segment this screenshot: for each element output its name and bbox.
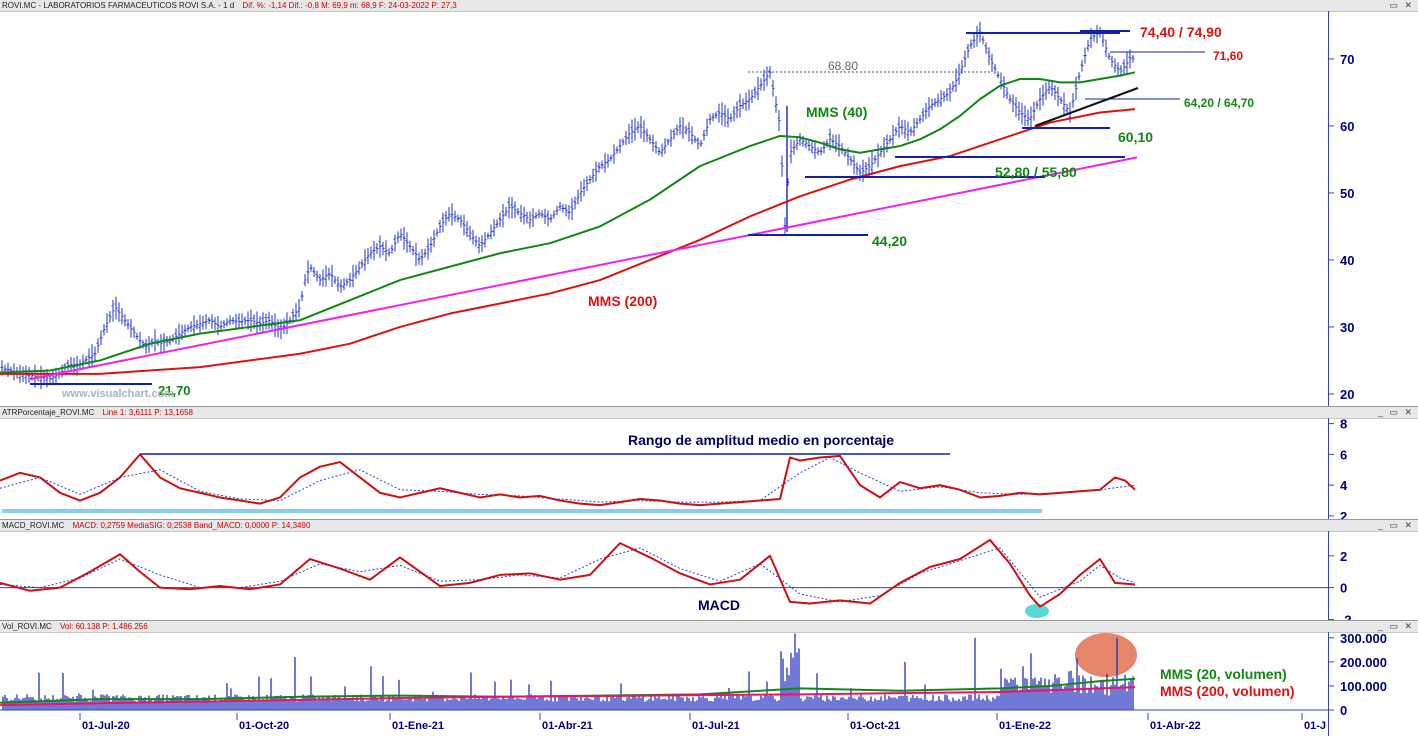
watermark: www.visualchart.com bbox=[61, 388, 174, 400]
price-y-tick-label: 60 bbox=[1340, 119, 1354, 134]
atr-signal-line bbox=[0, 456, 1136, 503]
volume-highlight bbox=[1075, 633, 1137, 677]
macd-chart[interactable]: MACD -2 0 2 bbox=[0, 520, 1418, 627]
macd-annotation: MACD bbox=[698, 597, 740, 613]
vol-y-tick-label: 200.000 bbox=[1340, 655, 1387, 670]
mms40-line bbox=[0, 71, 1136, 374]
annotation-52-55: 52,80 / 55,80 bbox=[995, 164, 1077, 180]
volume-panel: Vol_ROVI.MC Vol: 60.138 P: 1.486.256 _ ▭… bbox=[0, 620, 1418, 736]
vol-y-tick-label: 0 bbox=[1340, 703, 1347, 718]
macd-axis-separator bbox=[1328, 531, 1329, 621]
atr-y-tick-label: 6 bbox=[1340, 447, 1347, 462]
panel-window-controls[interactable]: ▭ ✕ bbox=[1389, 0, 1414, 10]
macd-panel-values: MACD: 0,2759 MediaSIG: 0,2538 Band_MACD:… bbox=[72, 521, 311, 530]
macd-y-tick-label: 2 bbox=[1340, 549, 1347, 564]
x-tick-label: 01-Abr-22 bbox=[1150, 720, 1201, 732]
macd-signal-line bbox=[0, 547, 1136, 603]
panel-window-controls[interactable]: _ ▭ ✕ bbox=[1377, 520, 1414, 530]
x-tick-label: 01-Oct-20 bbox=[239, 720, 289, 732]
annotation-21: 21,70 bbox=[158, 383, 191, 398]
atr-panel-values: Line 1: 3,6111 P: 13,1658 bbox=[102, 408, 194, 417]
support-resistance-levels bbox=[30, 30, 1205, 385]
volume-panel-values: Vol: 60.138 P: 1.486.256 bbox=[60, 622, 148, 631]
volume-mms200-line bbox=[0, 686, 1136, 707]
price-y-tick-label: 30 bbox=[1340, 320, 1354, 335]
atr-y-tick-label: 8 bbox=[1340, 417, 1347, 432]
long-trendline bbox=[29, 156, 1138, 381]
atr-y-tick-label: 4 bbox=[1340, 478, 1348, 493]
annotation-60: 60,10 bbox=[1118, 129, 1153, 145]
annotation-74: 74,40 / 74,90 bbox=[1140, 24, 1222, 40]
x-tick-label: 01-Ene-21 bbox=[392, 720, 444, 732]
atr-chart[interactable]: Rango de amplitud medio en porcentaje 2 4… bbox=[0, 407, 1418, 524]
x-tick-label: 01-Ene-22 bbox=[999, 720, 1051, 732]
panel-window-controls[interactable]: _ ▭ ✕ bbox=[1377, 621, 1414, 631]
volume-panel-header: Vol_ROVI.MC Vol: 60.138 P: 1.486.256 _ ▭… bbox=[0, 621, 1418, 633]
price-panel-header: ROVI.MC - LABORATORIOS FARMACEUTICOS ROV… bbox=[0, 0, 1418, 12]
annotation-44: 44,20 bbox=[872, 233, 907, 249]
annotation-mms200: MMS (200) bbox=[588, 293, 657, 309]
macd-y-tick-label: 0 bbox=[1340, 581, 1347, 596]
atr-panel-title: ATRPorcentaje_ROVI.MC bbox=[2, 408, 95, 417]
x-tick-label: 01-Oct-21 bbox=[850, 720, 900, 732]
price-panel-values: Dif. %: -1,14 Dif.: -0,8 M: 69,9 m: 68,9… bbox=[242, 1, 457, 10]
annotation-71: 71,60 bbox=[1213, 49, 1243, 63]
macd-line bbox=[0, 538, 1136, 608]
x-tick-label: 01-Jul-21 bbox=[692, 720, 740, 732]
legend-mms200-volumen: MMS (200, volumen) bbox=[1160, 683, 1295, 699]
price-panel-title: ROVI.MC - LABORATORIOS FARMACEUTICOS ROV… bbox=[2, 1, 235, 10]
price-chart[interactable]: 74,40 / 74,90 71,60 68,80 64,20 / 64,70 … bbox=[0, 0, 1418, 406]
price-y-tick-label: 20 bbox=[1340, 387, 1354, 402]
price-axis-separator bbox=[1328, 11, 1329, 406]
vol-y-tick-label: 300.000 bbox=[1340, 631, 1387, 646]
atr-panel-header: ATRPorcentaje_ROVI.MC Line 1: 3,6111 P: … bbox=[0, 407, 1418, 419]
atr-y-tick-label: 2 bbox=[1340, 509, 1347, 524]
atr-line bbox=[0, 453, 1136, 507]
annotation-64: 64,20 / 64,70 bbox=[1184, 96, 1254, 110]
panel-window-controls[interactable]: _ ▭ ✕ bbox=[1377, 407, 1414, 417]
volume-panel-title: Vol_ROVI.MC bbox=[2, 622, 52, 631]
price-y-tick-label: 50 bbox=[1340, 186, 1354, 201]
atr-annotation: Rango de amplitud medio en porcentaje bbox=[628, 432, 894, 448]
volume-axis-separator bbox=[1328, 632, 1329, 736]
x-tick-label: 01-Abr-21 bbox=[542, 720, 593, 732]
vol-y-tick-label: 100.000 bbox=[1340, 679, 1387, 694]
price-y-tick-label: 40 bbox=[1340, 253, 1354, 268]
macd-low-highlight bbox=[1025, 604, 1049, 618]
x-tick-label: 01-Jul-20 bbox=[82, 720, 130, 732]
macd-panel-title: MACD_ROVI.MC bbox=[2, 521, 65, 530]
price-panel: ROVI.MC - LABORATORIOS FARMACEUTICOS ROV… bbox=[0, 0, 1418, 406]
mms200-line bbox=[0, 108, 1136, 375]
macd-panel: MACD_ROVI.MC MACD: 0,2759 MediaSIG: 0,25… bbox=[0, 519, 1418, 627]
atr-panel: ATRPorcentaje_ROVI.MC Line 1: 3,6111 P: … bbox=[0, 406, 1418, 524]
rising-trendline bbox=[1034, 87, 1139, 127]
annotation-mms40: MMS (40) bbox=[806, 104, 867, 120]
price-y-tick-label: 70 bbox=[1340, 52, 1354, 67]
volume-chart[interactable]: MMS (20, volumen) MMS (200, volumen) 0 10… bbox=[0, 621, 1418, 736]
x-tick-label: 01-J bbox=[1304, 720, 1326, 732]
macd-y-tick-label: -2 bbox=[1340, 612, 1352, 627]
macd-panel-header: MACD_ROVI.MC MACD: 0,2759 MediaSIG: 0,25… bbox=[0, 520, 1418, 532]
annotation-68: 68,80 bbox=[828, 59, 858, 73]
atr-axis-separator bbox=[1328, 418, 1329, 520]
legend-mms20-volumen: MMS (20, volumen) bbox=[1160, 666, 1287, 682]
